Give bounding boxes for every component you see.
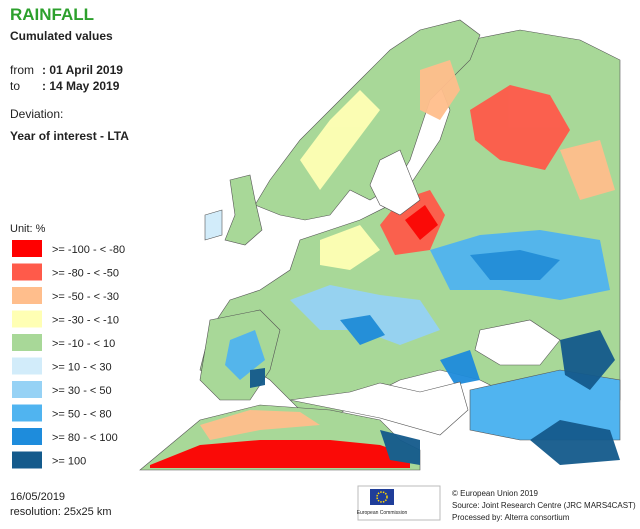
- land-turkey: [469, 369, 621, 441]
- legend-label: >= 50 - < 80: [52, 409, 112, 421]
- patch: [200, 410, 320, 440]
- patch: [405, 205, 438, 240]
- legend-label: >= 100: [52, 456, 86, 468]
- legend-label: >= 30 - < 50: [52, 385, 112, 397]
- header: RAINFALL Cumulated values from : 01 Apri…: [10, 5, 129, 143]
- legend-swatch: [12, 334, 42, 351]
- patch: [470, 250, 560, 280]
- legend-label: >= -30 - < -10: [52, 315, 119, 327]
- legend-swatch: [12, 240, 42, 257]
- legend-label: >= 10 - < 30: [52, 362, 112, 374]
- from-value: : 01 April 2019: [42, 63, 123, 77]
- to-value: : 14 May 2019: [42, 79, 120, 93]
- eu-stars: [376, 491, 388, 503]
- date: 16/05/2019: [10, 491, 65, 503]
- baltic-sea: [369, 149, 421, 216]
- resolution: resolution: 25x25 km: [10, 506, 112, 518]
- copyright: © European Union 2019: [452, 489, 539, 498]
- legend-label: >= -10 - < 10: [52, 338, 115, 350]
- deviation-value: Year of interest - LTA: [10, 129, 129, 143]
- title: RAINFALL: [10, 5, 94, 24]
- patch: [250, 368, 265, 388]
- deviation-label: Deviation:: [10, 107, 63, 121]
- legend-swatch: [12, 404, 42, 422]
- legend: Unit: % >= -100 - < -80 >= -80 - < -50 >= …: [10, 223, 125, 469]
- legend-unit: Unit: %: [10, 223, 46, 235]
- legend-swatch: [12, 381, 42, 398]
- source: Source: Joint Research Centre (JRC MARS4…: [452, 501, 636, 510]
- patch: [560, 140, 615, 200]
- patch: [225, 330, 265, 380]
- subtitle: Cumulated values: [10, 29, 113, 43]
- legend-swatch: [12, 287, 42, 304]
- eu-flag: [370, 489, 394, 505]
- legend-label: >= -100 - < -80: [52, 244, 125, 256]
- patch: [290, 285, 440, 345]
- patch: [420, 60, 460, 120]
- legend-label: >= -50 - < -30: [52, 291, 119, 303]
- patch: [470, 85, 570, 170]
- land-uk: [224, 174, 263, 246]
- land-ireland: [204, 209, 223, 241]
- legend-swatch: [12, 263, 42, 281]
- patch: [440, 350, 480, 385]
- patch: [340, 315, 385, 345]
- patch: [300, 90, 380, 190]
- black-sea: [474, 319, 561, 366]
- patch: [380, 430, 420, 465]
- legend-label: >= -80 - < -50: [52, 268, 119, 280]
- map: [139, 19, 621, 471]
- processed: Processed by: Alterra consortium: [452, 513, 570, 522]
- legend-swatch: [12, 428, 42, 445]
- footer: 16/05/2019 resolution: 25x25 km European…: [10, 485, 636, 522]
- patch: [530, 420, 620, 465]
- from-label: from: [10, 63, 34, 77]
- legend-label: >= 80 - < 100: [52, 432, 118, 444]
- legend-swatch: [12, 310, 42, 328]
- patch: [320, 225, 380, 270]
- mediterranean: [289, 381, 469, 436]
- patch: [560, 330, 615, 390]
- to-label: to: [10, 79, 20, 93]
- eu-caption: European Commission: [357, 510, 408, 516]
- patch: [150, 440, 410, 468]
- legend-swatch: [12, 357, 42, 375]
- legend-swatch: [12, 451, 42, 469]
